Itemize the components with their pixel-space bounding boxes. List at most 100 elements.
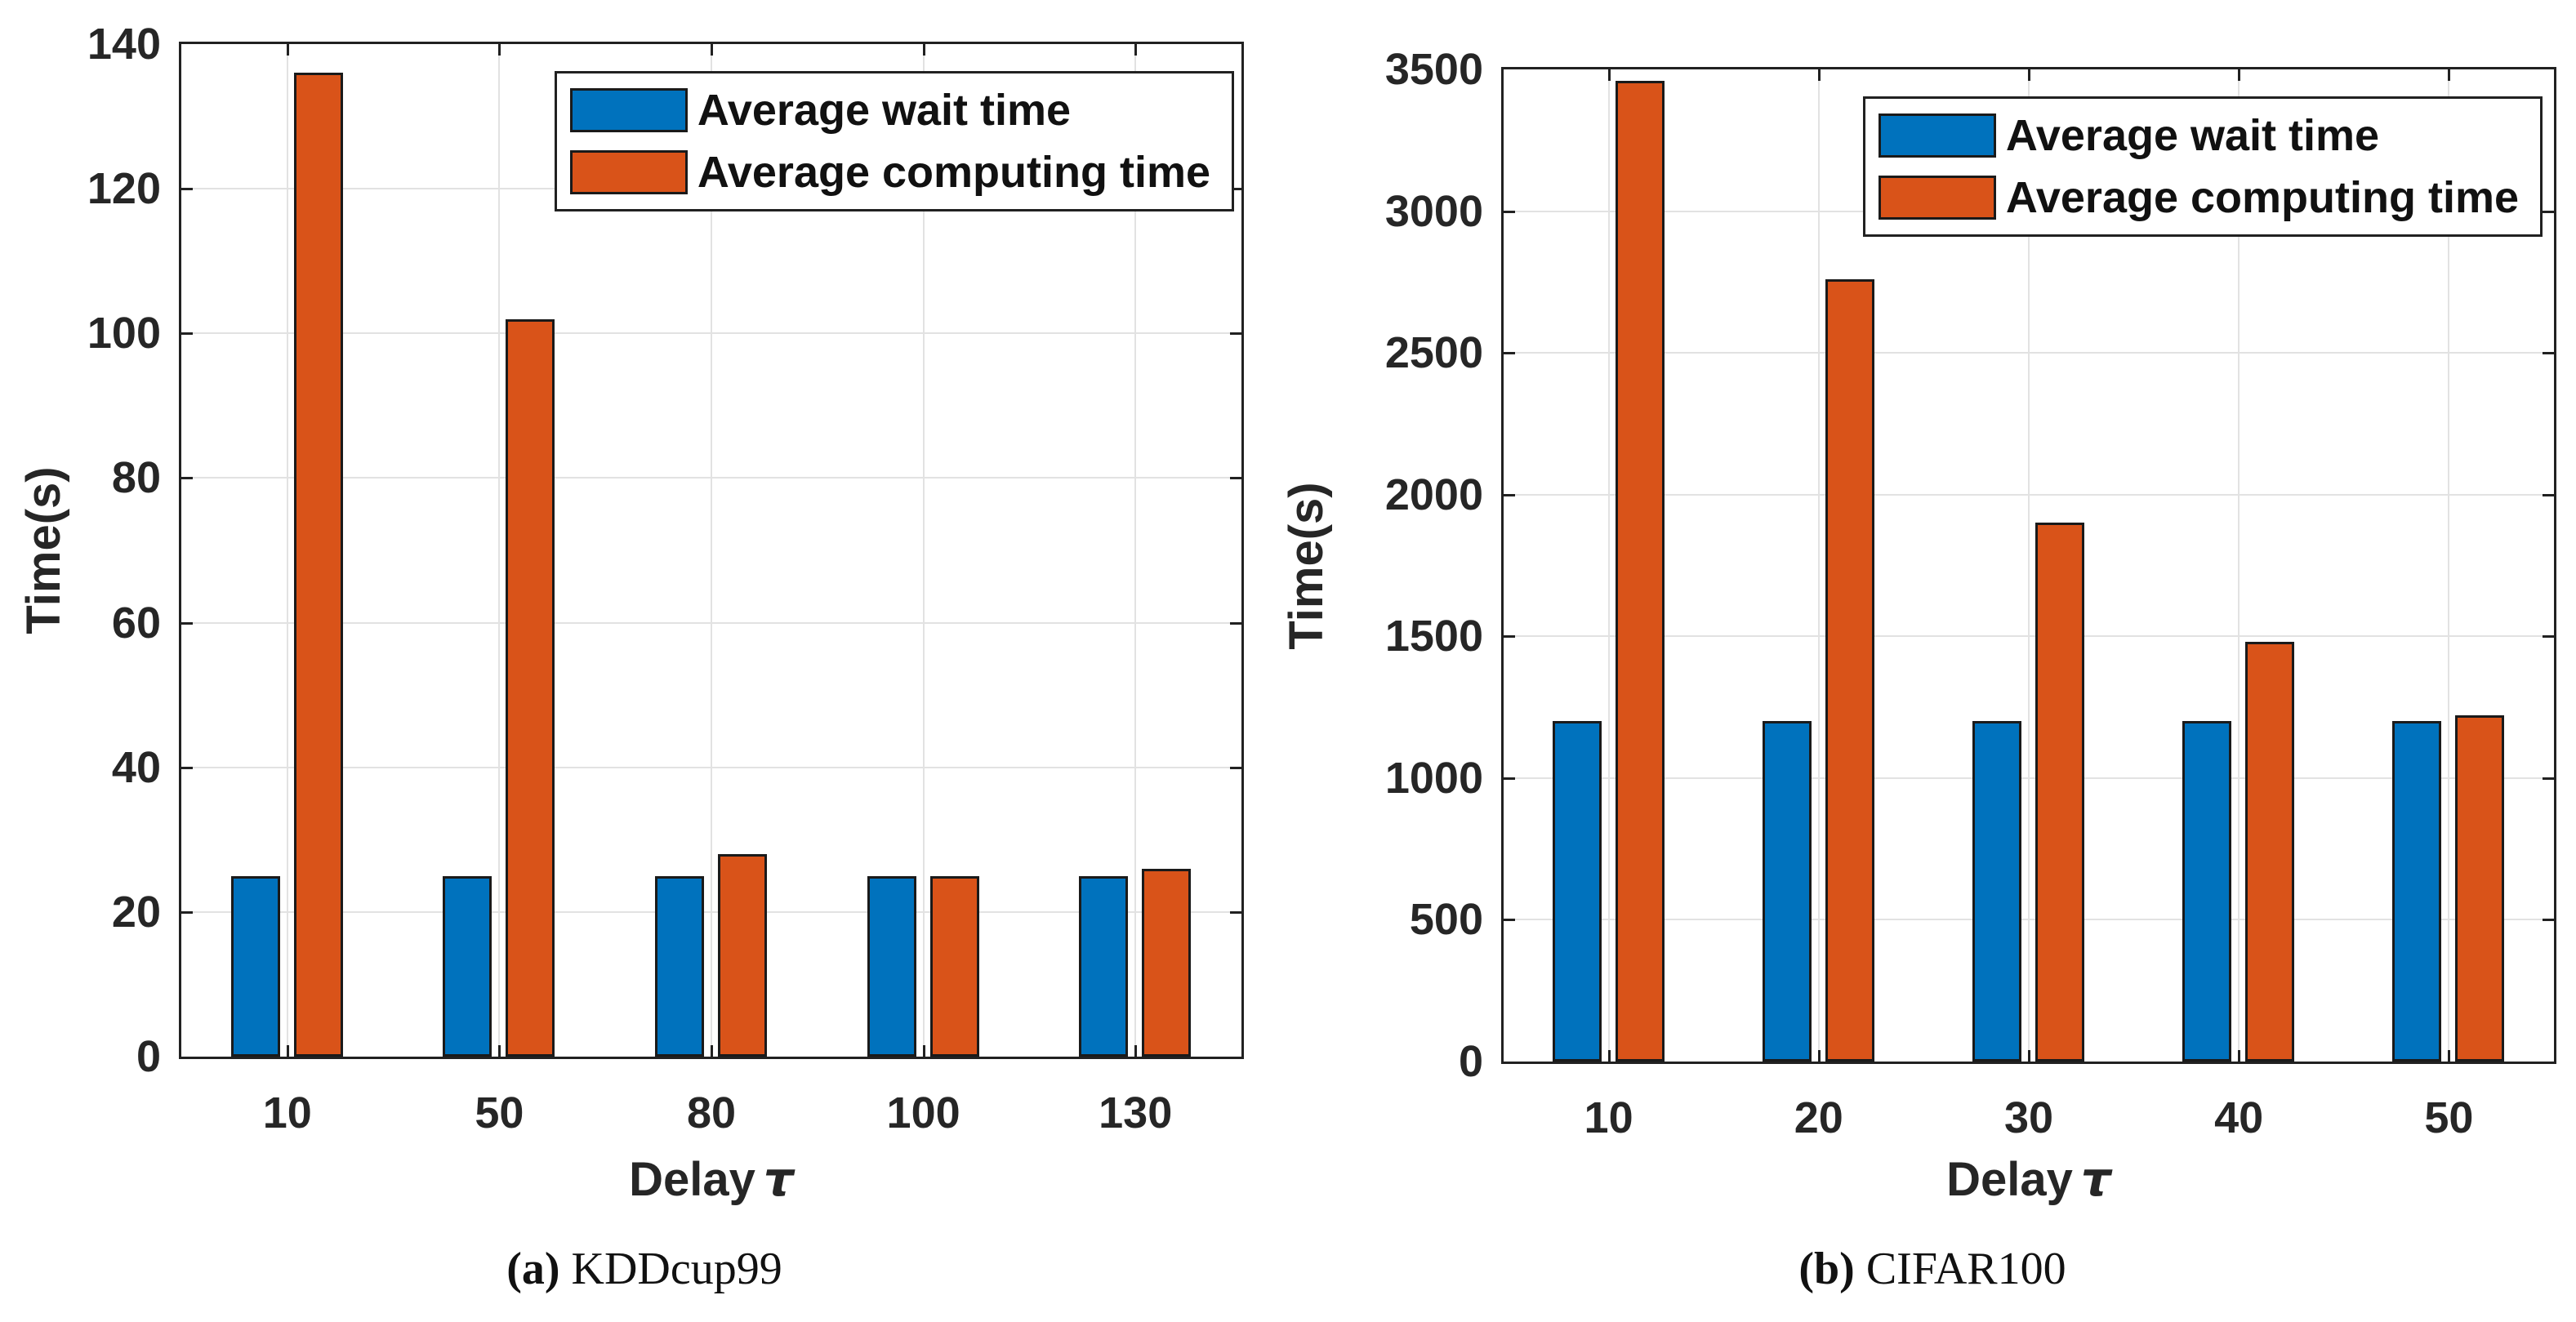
y-tick-right (2543, 352, 2554, 354)
y-tick-right (2543, 211, 2554, 213)
y-axis-label-b: Time(s) (1280, 481, 1333, 650)
x-tick-label: 10 (262, 1088, 312, 1137)
caption-a-prefix: (a) (506, 1244, 560, 1294)
y-tick-right (1230, 477, 1241, 479)
x-axis-label-text: Delay (629, 1153, 755, 1206)
x-tick-label: 30 (2003, 1093, 2054, 1142)
y-tick-left (1504, 919, 1515, 921)
y-tick-left (181, 188, 193, 190)
y-tick-right (1230, 622, 1241, 625)
bar-wait-time (867, 876, 916, 1057)
tau-symbol: τ (763, 1151, 794, 1207)
bar-wait-time (2182, 721, 2231, 1062)
y-tick-label: 80 (111, 453, 161, 503)
x-axis-label-a: Delay τ (466, 1153, 956, 1206)
x-tick-label: 100 (886, 1088, 960, 1137)
bar-wait-time (655, 876, 704, 1057)
y-tick-left (1504, 777, 1515, 780)
x-tick-label: 130 (1099, 1088, 1173, 1137)
x-tick-bottom (287, 1045, 289, 1057)
legend-swatch-wait (1878, 114, 1996, 158)
y-tick-label: 2500 (1384, 328, 1483, 378)
x-tick-label: 20 (1794, 1093, 1843, 1142)
y-tick-left (181, 477, 193, 479)
x-tick-top (923, 44, 925, 56)
x-tick-top (1608, 69, 1611, 81)
y-tick-label: 0 (1458, 1037, 1483, 1086)
x-tick-bottom (2448, 1050, 2450, 1062)
legend-label: Average computing time (697, 148, 1210, 197)
y-tick-label: 100 (87, 309, 161, 358)
y-tick-label: 1500 (1384, 612, 1483, 661)
legend-a: Average wait time Average computing time (554, 71, 1234, 211)
y-tick-label: 3000 (1384, 186, 1483, 236)
x-tick-label: 80 (686, 1088, 737, 1137)
y-tick-right (2543, 777, 2554, 780)
bar-computing-time (1616, 81, 1665, 1062)
y-tick-right (2543, 494, 2554, 496)
bar-wait-time (443, 876, 492, 1057)
x-tick-bottom (2028, 1050, 2030, 1062)
x-axis-label-b: Delay τ (1784, 1153, 2274, 1206)
x-gridline (2238, 69, 2240, 1062)
legend-label: Average wait time (2005, 111, 2380, 160)
bar-computing-time (930, 876, 979, 1057)
x-tick-label: 50 (475, 1088, 524, 1137)
y-tick-label: 120 (87, 164, 161, 214)
y-tick-label: 140 (87, 20, 161, 69)
caption-b-prefix: (b) (1798, 1244, 1855, 1294)
x-tick-bottom (711, 1045, 713, 1057)
legend-label: Average wait time (697, 86, 1072, 135)
x-tick-bottom (2238, 1050, 2240, 1062)
legend-item: Average computing time (1878, 173, 2519, 222)
y-tick-left (1504, 494, 1515, 496)
x-tick-label: 40 (2214, 1093, 2264, 1142)
y-tick-right (1230, 332, 1241, 335)
legend-label: Average computing time (2005, 173, 2519, 222)
x-gridline (2028, 69, 2030, 1062)
caption-b: (b) CIFAR100 (1606, 1243, 2259, 1295)
x-tick-top (2448, 69, 2450, 81)
y-tick-label: 3500 (1384, 45, 1483, 94)
bar-computing-time (2035, 523, 2084, 1062)
legend-item: Average wait time (569, 86, 1210, 135)
x-tick-bottom (1134, 1045, 1137, 1057)
caption-a: (a) KDDcup99 (318, 1243, 971, 1295)
y-tick-right (1230, 188, 1241, 190)
y-tick-left (181, 622, 193, 625)
tau-symbol: τ (2080, 1151, 2111, 1207)
x-tick-bottom (923, 1045, 925, 1057)
y-tick-right (1230, 767, 1241, 769)
x-tick-top (287, 44, 289, 56)
y-tick-left (181, 911, 193, 914)
bar-wait-time (231, 876, 280, 1057)
x-tick-label: 10 (1584, 1093, 1633, 1142)
x-tick-top (1134, 44, 1137, 56)
legend-swatch-wait (569, 88, 688, 132)
x-gridline (1134, 44, 1136, 1057)
x-gridline (923, 44, 925, 1057)
legend-item: Average wait time (1878, 111, 2519, 160)
x-tick-label: 50 (2424, 1093, 2474, 1142)
y-tick-label: 60 (111, 598, 161, 648)
bar-wait-time (1553, 721, 1602, 1062)
legend-swatch-computing (569, 150, 688, 194)
y-tick-label: 1000 (1384, 753, 1483, 803)
y-tick-label: 2000 (1384, 470, 1483, 519)
y-axis-label-a: Time(s) (17, 466, 70, 634)
bar-computing-time (1825, 279, 1874, 1062)
y-tick-right (2543, 919, 2554, 921)
y-tick-label: 20 (111, 887, 161, 937)
y-tick-left (1504, 211, 1515, 213)
x-tick-top (498, 44, 501, 56)
y-tick-left (181, 332, 193, 335)
legend-swatch-computing (1878, 176, 1996, 220)
x-tick-top (2238, 69, 2240, 81)
caption-b-label: CIFAR100 (1865, 1244, 2066, 1294)
bar-wait-time (1079, 876, 1128, 1057)
bar-wait-time (1763, 721, 1812, 1062)
bar-computing-time (1142, 869, 1191, 1057)
x-tick-bottom (498, 1045, 501, 1057)
x-tick-top (711, 44, 713, 56)
